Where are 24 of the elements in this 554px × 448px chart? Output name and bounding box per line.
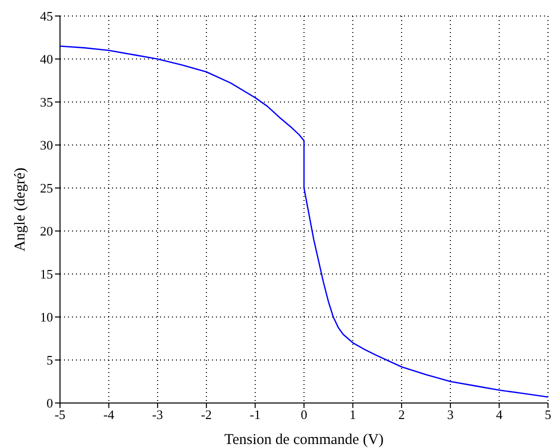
x-axis-title: Tension de commande (V) bbox=[224, 432, 384, 448]
y-tick-label: 35 bbox=[40, 94, 53, 110]
y-axis-title: Angle (degré) bbox=[12, 168, 28, 252]
x-tick-label: 5 bbox=[544, 407, 552, 422]
y-tick-label: 5 bbox=[46, 352, 53, 368]
x-tick-label: 3 bbox=[447, 407, 454, 422]
y-tick-label: 10 bbox=[40, 310, 53, 325]
y-tick-label: 0 bbox=[46, 396, 53, 411]
x-tick-label: -4 bbox=[103, 407, 115, 422]
x-tick-label: -2 bbox=[200, 407, 212, 422]
x-tick-label: 4 bbox=[496, 407, 503, 422]
y-tick-label: 45 bbox=[40, 8, 53, 24]
y-tick-label: 25 bbox=[40, 180, 53, 196]
x-tick-label: -5 bbox=[54, 407, 66, 422]
y-tick-label: 40 bbox=[40, 52, 53, 67]
line-series bbox=[60, 45, 548, 398]
y-tick-label: 20 bbox=[40, 224, 53, 239]
x-tick-label: -1 bbox=[250, 407, 261, 422]
y-tick-label: 30 bbox=[40, 138, 53, 153]
x-tick-label: 2 bbox=[398, 407, 405, 422]
y-tick-label: 15 bbox=[40, 266, 53, 282]
x-tick-label: 0 bbox=[300, 407, 308, 422]
x-tick-label: -3 bbox=[152, 407, 164, 422]
x-tick-label: 1 bbox=[350, 407, 356, 422]
